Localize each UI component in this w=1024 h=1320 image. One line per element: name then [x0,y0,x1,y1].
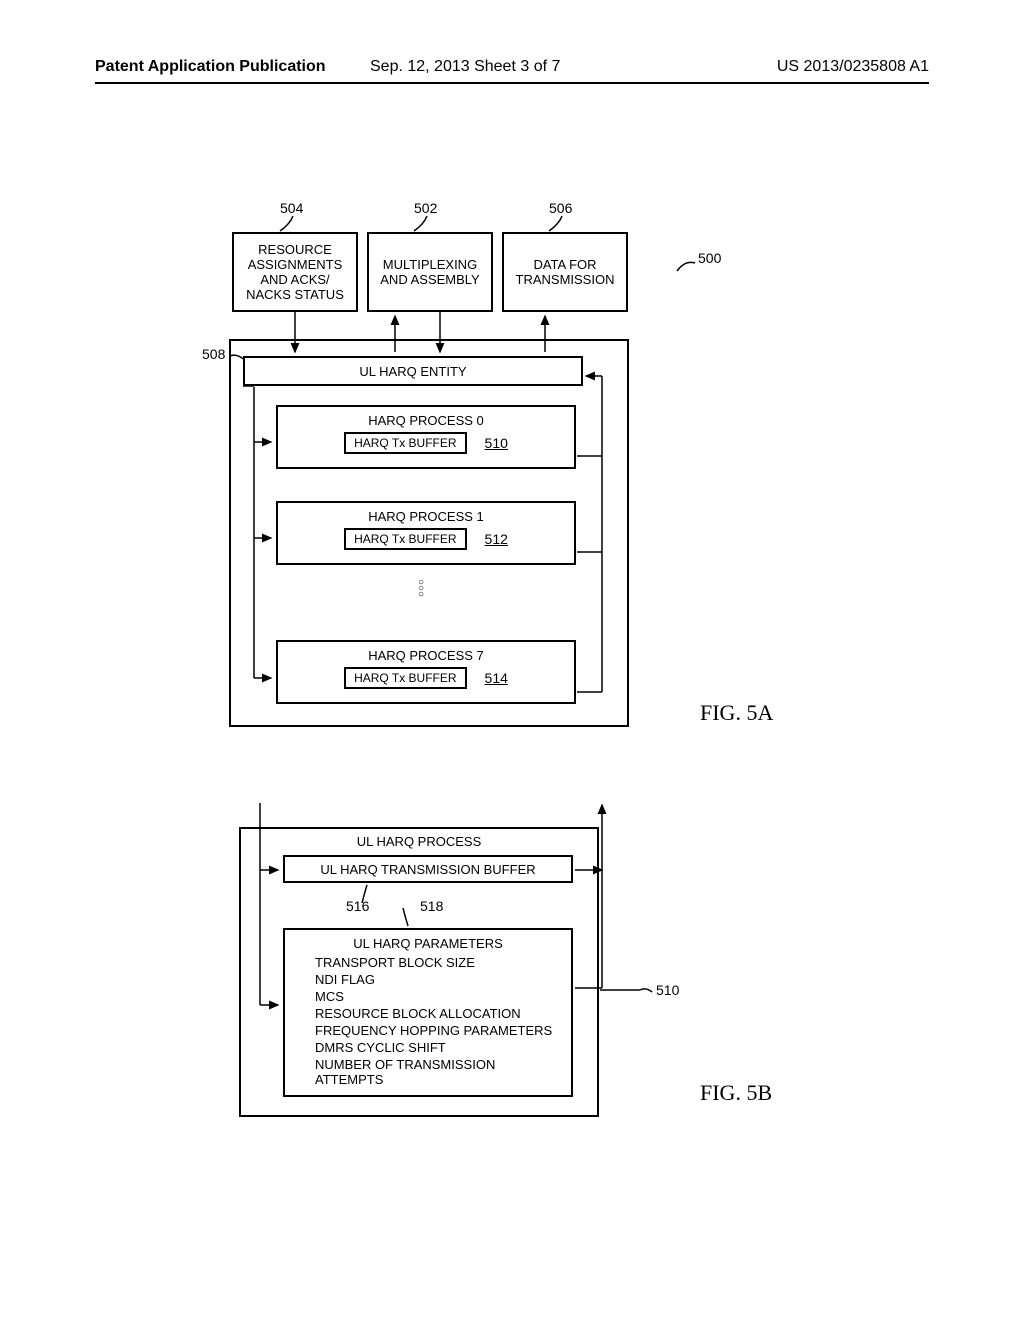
param-4: FREQUENCY HOPPING PARAMETERS [315,1023,561,1038]
ref-508: 508 [202,346,225,362]
harq-proc-1-title: HARQ PROCESS 1 [278,509,574,524]
ul-harq-tx-buffer-label: UL HARQ TRANSMISSION BUFFER [320,862,535,877]
box-504-l2: ASSIGNMENTS [248,257,343,272]
box-506: DATA FOR TRANSMISSION [502,232,628,312]
box-502: MULTIPLEXING AND ASSEMBLY [367,232,493,312]
param-2: MCS [315,989,561,1004]
fig5b-label: FIG. 5B [700,1080,772,1106]
harq-proc-0-buffer: HARQ Tx BUFFER [344,432,466,454]
ref-516: 516 [346,898,369,914]
box-504-l1: RESOURCE [258,242,332,257]
ref-518: 518 [420,898,443,914]
harq-proc-0: HARQ PROCESS 0 HARQ Tx BUFFER 510 [276,405,576,469]
box-506-l1: DATA FOR [533,257,596,272]
ul-harq-params-title: UL HARQ PARAMETERS [295,936,561,951]
ul-harq-tx-buffer: UL HARQ TRANSMISSION BUFFER [283,855,573,883]
box-502-l2: AND ASSEMBLY [380,272,479,287]
box-504-l4: NACKS STATUS [246,287,344,302]
ellipsis: ○○○ [418,580,424,598]
ul-harq-entity: UL HARQ ENTITY [243,356,583,386]
harq-proc-7: HARQ PROCESS 7 HARQ Tx BUFFER 514 [276,640,576,704]
ref-512: 512 [485,531,508,547]
ul-harq-process-title: UL HARQ PROCESS [240,834,598,849]
param-0: TRANSPORT BLOCK SIZE [315,955,561,970]
harq-proc-7-buffer: HARQ Tx BUFFER [344,667,466,689]
box-504-l3: AND ACKS/ [260,272,329,287]
harq-proc-1-buffer: HARQ Tx BUFFER [344,528,466,550]
ref-514: 514 [485,670,508,686]
box-502-l1: MULTIPLEXING [383,257,477,272]
harq-proc-7-title: HARQ PROCESS 7 [278,648,574,663]
harq-proc-0-title: HARQ PROCESS 0 [278,413,574,428]
harq-proc-1: HARQ PROCESS 1 HARQ Tx BUFFER 512 [276,501,576,565]
ref-510b: 510 [656,982,679,998]
box-504: RESOURCE ASSIGNMENTS AND ACKS/ NACKS STA… [232,232,358,312]
ref-510: 510 [485,435,508,451]
ul-harq-entity-label: UL HARQ ENTITY [359,364,466,379]
param-6: NUMBER OF TRANSMISSION ATTEMPTS [315,1057,561,1087]
param-3: RESOURCE BLOCK ALLOCATION [315,1006,561,1021]
param-5: DMRS CYCLIC SHIFT [315,1040,561,1055]
param-1: NDI FLAG [315,972,561,987]
box-506-l2: TRANSMISSION [516,272,615,287]
fig5a-label: FIG. 5A [700,700,773,726]
ul-harq-params: UL HARQ PARAMETERS TRANSPORT BLOCK SIZE … [283,928,573,1097]
